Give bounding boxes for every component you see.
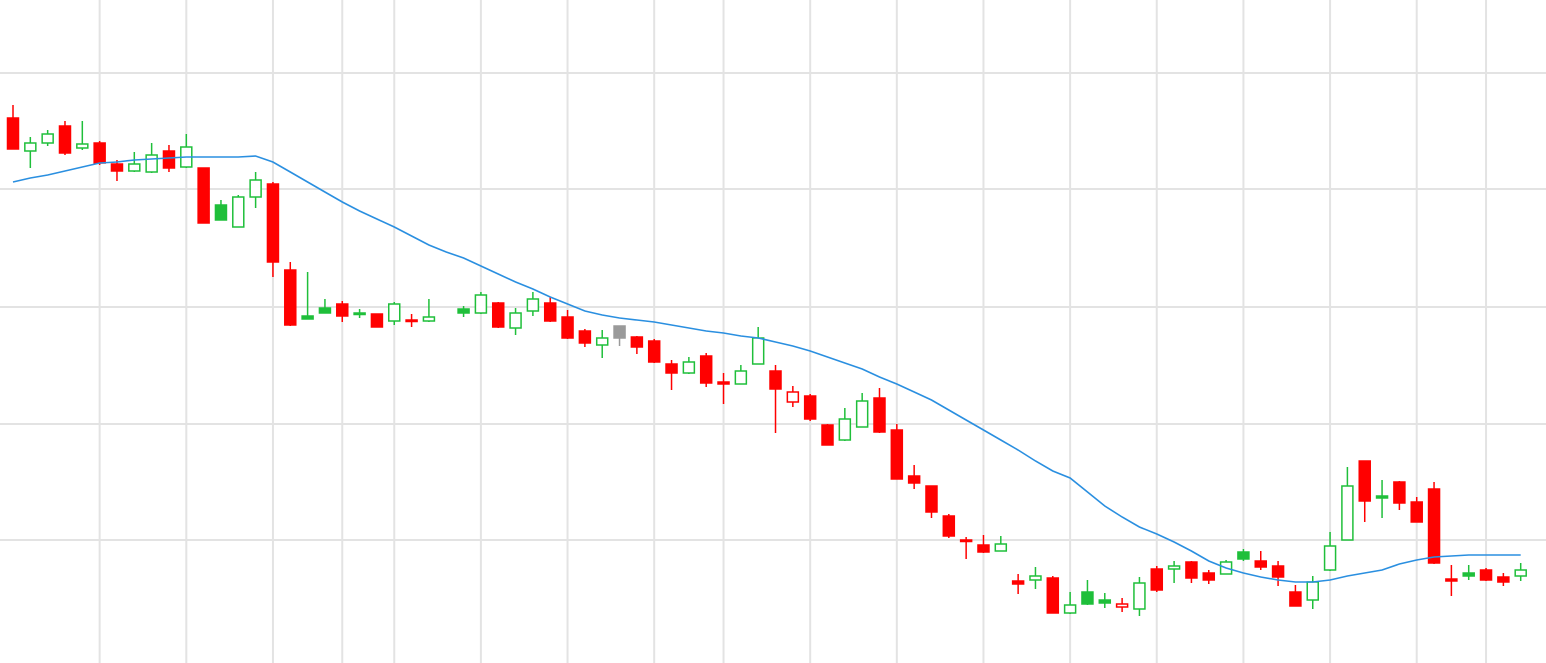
candle-body [977,544,990,553]
candle-body [41,133,54,144]
candle-body [942,515,956,537]
candle-body [110,163,124,172]
candle-body [838,418,852,441]
candle-body [128,163,141,172]
candle-body [682,361,696,374]
candle-body [284,269,297,326]
candle-body [266,183,280,263]
candle-body [786,391,800,403]
candle-body [1462,572,1475,577]
candle-body [1167,565,1181,570]
candle-body [665,363,678,374]
candle-body [630,336,644,348]
candle-body [1393,481,1406,504]
candle-body [370,313,384,328]
candle-body [1150,568,1164,591]
candle-body [751,337,765,365]
candle-body [769,370,782,390]
candle-body [699,355,713,384]
candle-body [1046,577,1060,614]
candle-body [803,395,817,420]
candle-body [93,142,106,164]
candle-body [1358,460,1371,502]
candle-body [1133,582,1146,610]
candle-body [318,307,332,314]
candle-body [1115,603,1129,608]
candle-body [58,125,72,154]
candle-body [1185,561,1198,579]
candle-body [890,429,904,480]
candle-body [249,179,262,198]
candle-body [994,543,1008,552]
candle-body [301,315,314,320]
candle-body [6,117,20,150]
candle-body [1445,578,1458,582]
candle-body [1375,495,1389,499]
candle-body [1098,599,1112,604]
candle-body [1306,581,1319,601]
candle-body [214,204,228,221]
candle-body [422,316,436,322]
candle-body [734,370,748,385]
candle-body [526,298,540,312]
candle-body [873,397,886,433]
candle-body [1029,575,1042,581]
candle-body [145,154,158,173]
candle-body [1341,485,1354,541]
candle-body [232,196,245,228]
candle-body [1011,580,1025,585]
candle-body [907,475,921,484]
candle-body [336,303,349,317]
candle-body [821,424,834,446]
candle-body [1202,572,1216,581]
candle-body [405,319,418,323]
candle-body [855,400,869,428]
candle-body [1254,560,1267,568]
candle-body [197,167,210,224]
candle-body [1497,576,1510,583]
candle-body [1410,501,1423,523]
candle-body [509,312,522,329]
candle-body [388,303,401,322]
candle-body [1479,569,1493,581]
candle-body [925,485,938,513]
candle-body [162,150,176,169]
candle-body [1237,551,1250,560]
candle-body [1081,591,1094,605]
candle-body [1514,569,1527,577]
candle-body [1063,604,1077,614]
candle-body [76,143,89,149]
candle-body [959,539,973,543]
candle-body [457,308,470,314]
candle-body [1427,488,1441,564]
candle-body [1323,545,1337,571]
candle-body [353,312,366,316]
moving-average-line [12,155,1521,583]
candle-body [613,325,626,339]
candle-body [543,302,557,322]
candle-body [717,381,730,385]
candle-body [474,294,488,314]
candle-body [491,302,505,328]
candle-body [578,330,592,344]
candle-body [24,142,37,152]
candle-body [647,340,661,363]
candle-body [1289,591,1302,607]
candle-body [595,337,609,346]
candle-body [1271,565,1285,578]
candle-body [561,316,574,339]
